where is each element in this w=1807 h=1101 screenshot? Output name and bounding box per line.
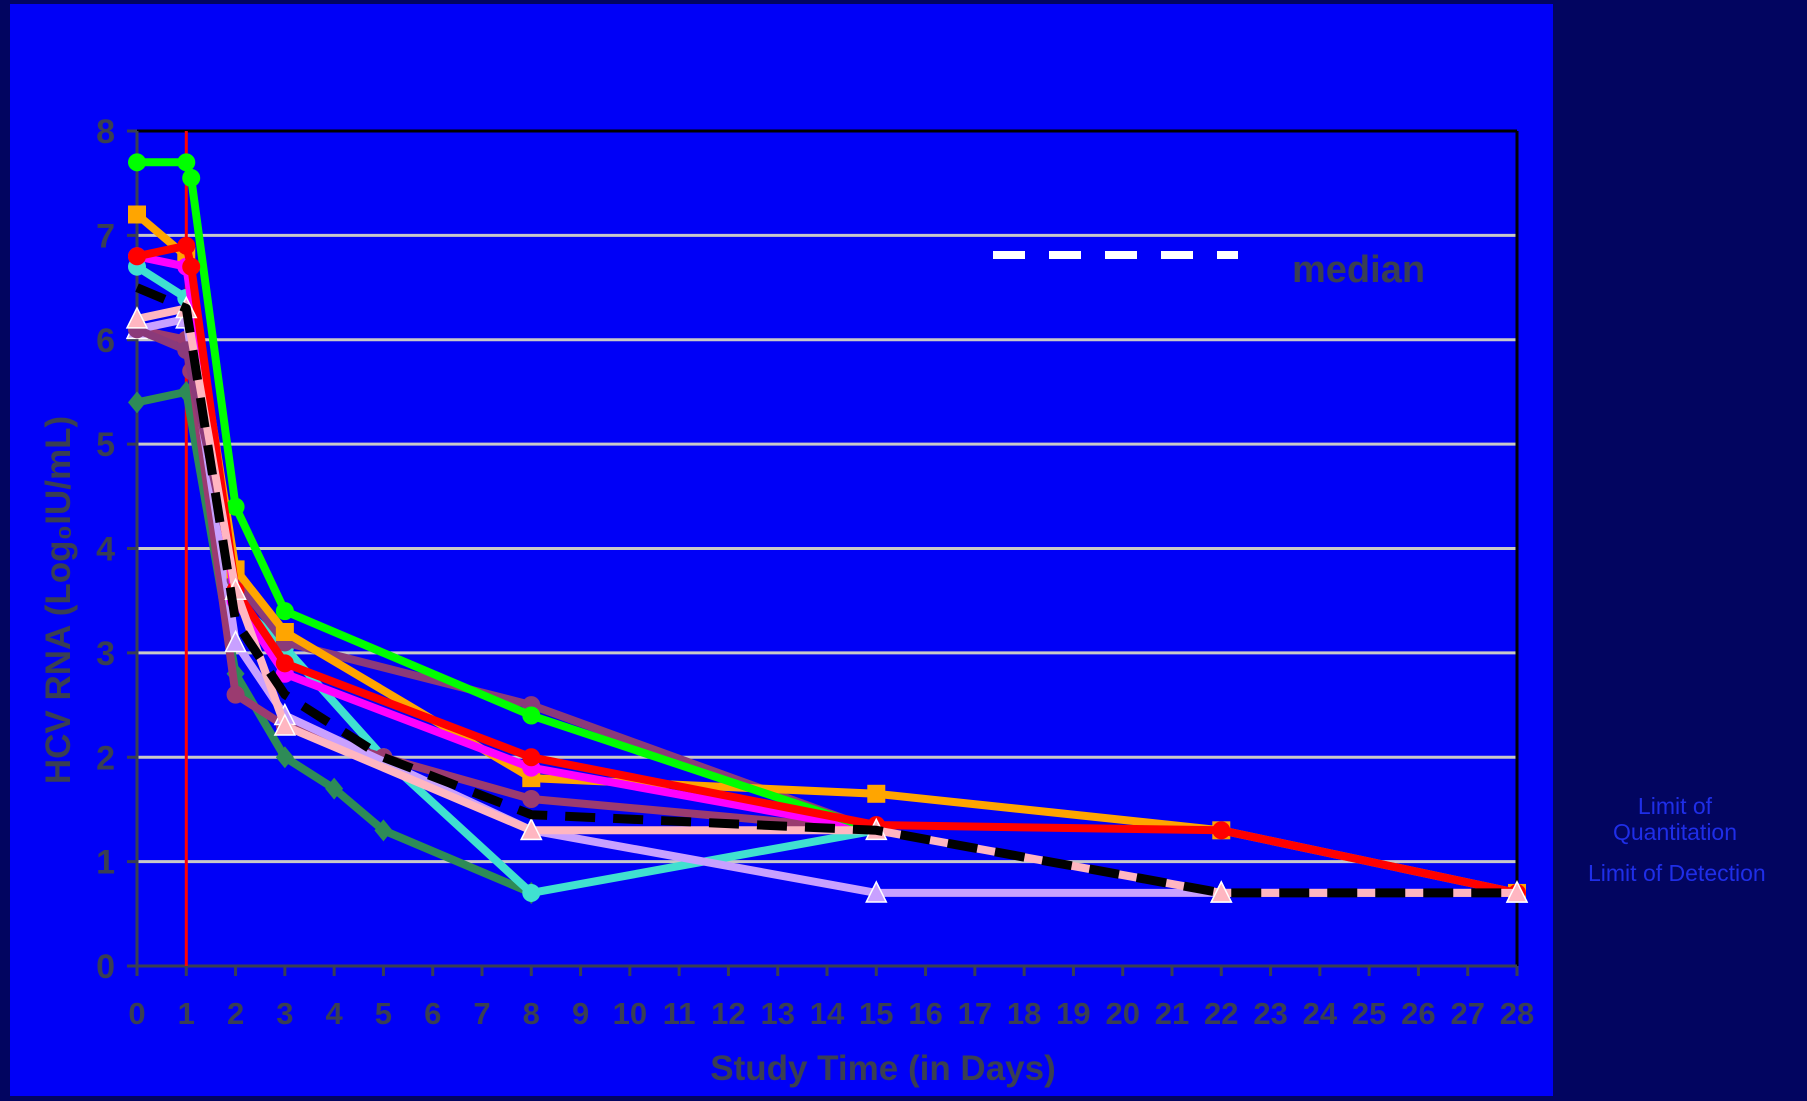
loq-line-1: Limit of	[1637, 793, 1713, 819]
y-tick-label-2: 2	[96, 739, 115, 777]
series-9-point-2	[177, 236, 196, 255]
x-tick-label-22: 22	[1204, 996, 1238, 1031]
x-tick-label-7: 7	[473, 996, 490, 1031]
series-9-point-8	[1212, 821, 1231, 840]
series-6-point-6	[867, 784, 886, 803]
x-tick-label-21: 21	[1155, 996, 1189, 1031]
x-tick-label-27: 27	[1450, 996, 1484, 1031]
series-1-point-1	[128, 391, 146, 414]
series-8-point-1	[128, 153, 146, 172]
y-tick-label-1: 1	[96, 844, 115, 882]
series-group	[125, 153, 1529, 904]
series-10-point-7	[1210, 880, 1233, 903]
series-4-point-6	[865, 880, 888, 903]
x-tick-label-11: 11	[663, 996, 696, 1031]
series-9-point-1	[128, 247, 146, 266]
series-2-point-6	[522, 883, 541, 902]
x-tick-label-0: 0	[128, 996, 145, 1031]
x-tick-label-25: 25	[1352, 996, 1386, 1031]
y-tick-label-5: 5	[96, 426, 115, 464]
x-tick-label-26: 26	[1401, 996, 1435, 1031]
x-tick-label-2: 2	[227, 996, 244, 1031]
x-tick-labels: 0 1 2 3 4 5 6 7 8 9 10 11 12 13 14 15 16 17 18 19 20 21 22 23 24…	[128, 996, 1534, 1031]
series-1-point-4	[275, 746, 294, 769]
x-tick-label-1: 1	[178, 996, 195, 1031]
series-11	[135, 283, 1517, 898]
x-tick-label-23: 23	[1253, 996, 1287, 1031]
x-tick-label-13: 13	[760, 996, 794, 1031]
series-1-point-5	[325, 777, 344, 800]
x-tick-label-12: 12	[711, 996, 745, 1031]
series-8-point-5	[275, 602, 294, 621]
x-tick-label-16: 16	[908, 996, 942, 1031]
x-tick-label-6: 6	[424, 996, 441, 1031]
x-tick-label-15: 15	[859, 996, 893, 1031]
x-tick-label-9: 9	[572, 996, 589, 1031]
x-tick-label-8: 8	[523, 996, 540, 1031]
series-11-line	[135, 283, 1517, 898]
x-tick-label-17: 17	[958, 996, 992, 1031]
legend-label-median: median	[1292, 249, 1425, 291]
series-3-point-7	[522, 790, 541, 808]
y-tick-label-0: 0	[96, 948, 115, 986]
series-9-point-3	[182, 257, 201, 276]
y-tick-label-3: 3	[96, 635, 115, 673]
x-tick-label-3: 3	[276, 996, 293, 1031]
series-10-point-4	[273, 713, 297, 736]
series-6-point-4	[275, 623, 294, 641]
series-4-point-3	[224, 629, 247, 653]
y-tick-label-7: 7	[96, 217, 115, 255]
y-axis-label: HCV RNA (Log₀IU/mL)	[39, 416, 78, 784]
limit-of-quantitation-label: Limit of Quantitation	[1600, 793, 1750, 845]
x-tick-label-24: 24	[1303, 996, 1338, 1031]
loq-line-2: Quantitation	[1612, 819, 1738, 845]
series-9-point-6	[522, 748, 541, 767]
x-tick-label-19: 19	[1056, 996, 1090, 1031]
x-axis-label: Study Time (in Days)	[710, 1049, 1056, 1088]
y-tick-label-4: 4	[96, 531, 115, 569]
x-tick-label-4: 4	[326, 996, 344, 1031]
series-9-point-5	[275, 654, 294, 673]
y-tick-label-6: 6	[96, 322, 115, 360]
series-6-point-1	[128, 205, 146, 224]
x-tick-label-14: 14	[810, 996, 845, 1031]
series-8	[128, 153, 886, 840]
series-8-point-3	[182, 168, 201, 187]
x-tick-label-10: 10	[613, 996, 647, 1031]
series-8-point-4	[226, 497, 245, 516]
legend: median	[993, 249, 1425, 291]
series-8-point-2	[177, 153, 196, 172]
x-tick-label-5: 5	[375, 996, 392, 1031]
series-10-point-5	[520, 817, 543, 841]
x-tick-label-28: 28	[1500, 996, 1534, 1031]
y-tick-labels: 0 1 2 3 4 5 6 7 8	[96, 113, 115, 986]
series-8-point-6	[522, 706, 541, 725]
series-3-point-4	[226, 685, 245, 704]
x-tick-label-20: 20	[1105, 996, 1139, 1031]
series-10-point-8	[1505, 880, 1529, 903]
series-1-point-6	[374, 819, 393, 842]
limit-of-detection-label: Limit of Detection	[1588, 860, 1766, 886]
y-tick-label-8: 8	[96, 113, 115, 151]
x-tick-label-18: 18	[1007, 996, 1041, 1031]
series-10-point-1	[125, 306, 149, 329]
